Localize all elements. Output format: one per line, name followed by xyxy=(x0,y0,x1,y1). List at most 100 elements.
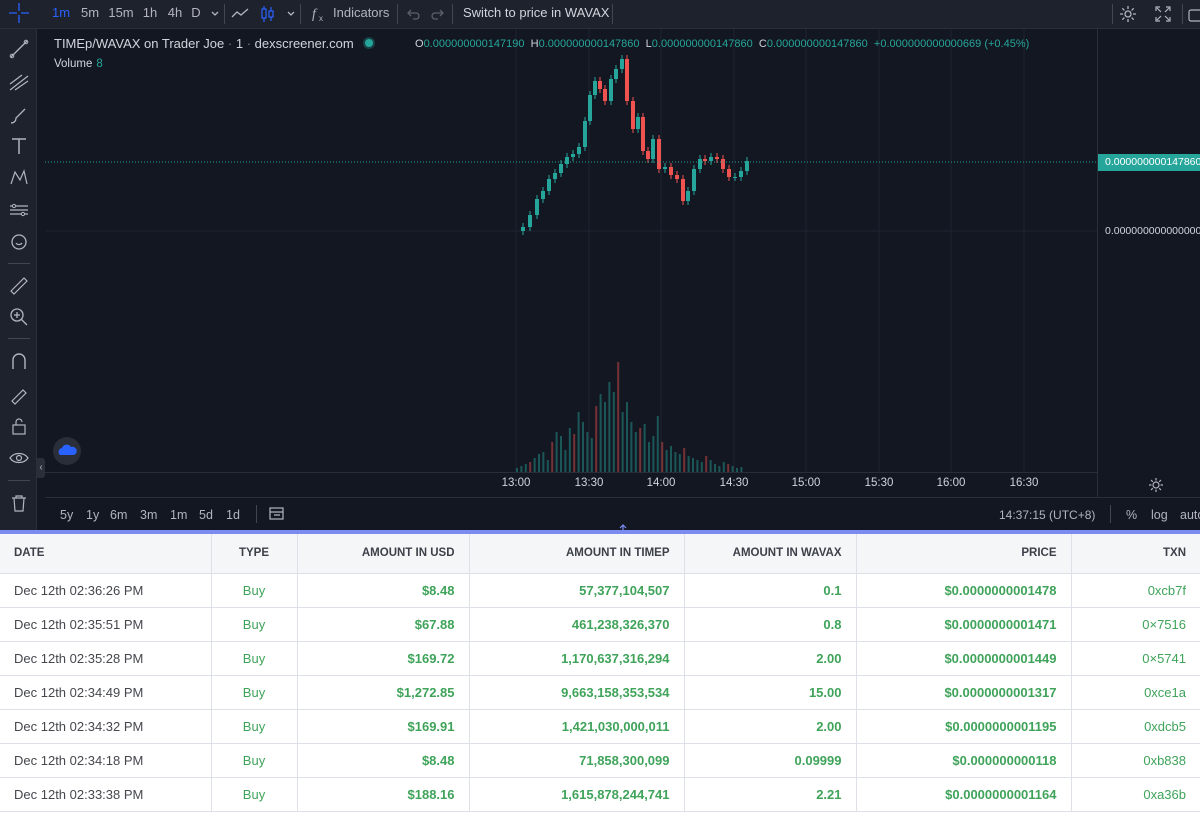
timeframe-4h[interactable]: 4h xyxy=(167,5,183,20)
volume-bar xyxy=(555,432,558,472)
timeframe-5m[interactable]: 5m xyxy=(80,5,100,20)
fib-tool-icon[interactable] xyxy=(7,70,31,94)
price-scale[interactable] xyxy=(1097,29,1200,497)
table-row[interactable]: Dec 12th 02:36:26 PM Buy $8.48 57,377,104,5… xyxy=(0,573,1200,608)
range-5d[interactable]: 5d xyxy=(199,508,213,522)
header-amount-usd[interactable]: AMOUNT IN USD xyxy=(297,534,470,574)
candle-body xyxy=(583,121,587,147)
candle-body xyxy=(593,81,597,95)
switch-price-button[interactable]: Switch to price in WAVAX xyxy=(463,5,610,20)
timeframe-15m[interactable]: 15m xyxy=(108,5,134,20)
timeframe-1m[interactable]: 1m xyxy=(51,5,71,20)
timezone-clock[interactable]: 14:37:15 (UTC+8) xyxy=(999,508,1096,522)
header-price[interactable]: PRICE xyxy=(856,534,1072,574)
collapse-toolbar-button[interactable]: ‹ xyxy=(37,458,45,478)
dexscreener-logo-icon[interactable] xyxy=(53,437,81,465)
table-row[interactable]: Dec 12th 02:33:38 PM Buy $188.16 1,615,878,… xyxy=(0,777,1200,812)
range-1m[interactable]: 1m xyxy=(170,508,188,522)
chart-type-dropdown-icon[interactable] xyxy=(280,3,302,25)
panel-resizer[interactable] xyxy=(0,530,1200,534)
text-tool-icon[interactable] xyxy=(7,134,31,158)
volume-bar xyxy=(670,446,672,472)
trend-line-icon[interactable] xyxy=(7,37,31,61)
cell-amount-wavax: 15.00 xyxy=(684,675,857,710)
candle-body xyxy=(721,159,725,169)
candles-chart-icon[interactable] xyxy=(256,3,278,25)
log-scale-toggle[interactable]: log xyxy=(1151,508,1168,522)
header-txn[interactable]: TXN xyxy=(1071,534,1200,574)
visibility-eye-icon[interactable] xyxy=(7,446,31,470)
range-5y[interactable]: 5y xyxy=(60,508,74,522)
time-axis[interactable] xyxy=(45,472,1097,497)
range-1d[interactable]: 1d xyxy=(226,508,240,522)
cell-txn-link[interactable]: 0xa36b xyxy=(1071,777,1200,812)
lock-drawings-pencil-icon[interactable] xyxy=(7,382,31,406)
fullscreen-icon[interactable] xyxy=(1152,3,1174,25)
timeframe-1h[interactable]: 1h xyxy=(142,5,158,20)
lock-icon[interactable] xyxy=(7,414,31,438)
range-1y[interactable]: 1y xyxy=(86,508,100,522)
line-chart-icon[interactable] xyxy=(229,3,251,25)
table-row[interactable]: Dec 12th 02:34:32 PM Buy $169.91 1,421,030,… xyxy=(0,709,1200,744)
crosshair-icon[interactable] xyxy=(7,1,31,25)
settings-gear-icon[interactable] xyxy=(1117,3,1139,25)
cell-txn-link[interactable]: 0xcb7f xyxy=(1071,573,1200,608)
cell-txn-link[interactable]: 0×5741 xyxy=(1071,641,1200,676)
time-axis-settings-icon[interactable] xyxy=(1147,476,1165,494)
range-6m[interactable]: 6m xyxy=(110,508,128,522)
volume-bar xyxy=(617,362,620,472)
table-row[interactable]: Dec 12th 02:35:51 PM Buy $67.88 461,238,326… xyxy=(0,607,1200,642)
header-amount-timep[interactable]: AMOUNT IN TIMEP xyxy=(469,534,685,574)
redo-icon[interactable] xyxy=(427,3,449,25)
snapshot-camera-icon[interactable] xyxy=(1186,3,1200,25)
timeframe-dropdown-icon[interactable] xyxy=(204,3,226,25)
candle-body xyxy=(547,179,551,191)
percent-scale-toggle[interactable]: % xyxy=(1126,508,1138,522)
cell-txn-link[interactable]: 0×7516 xyxy=(1071,607,1200,642)
cell-price: $0.0000000001195 xyxy=(856,709,1072,744)
magnet-icon[interactable] xyxy=(7,349,31,373)
toolbar-divider xyxy=(300,4,301,24)
table-row[interactable]: Dec 12th 02:34:49 PM Buy $1,272.85 9,663,15… xyxy=(0,675,1200,710)
header-type[interactable]: TYPE xyxy=(211,534,298,574)
undo-icon[interactable] xyxy=(402,3,424,25)
time-label: 16:30 xyxy=(1009,477,1039,489)
emoji-icon[interactable] xyxy=(7,230,31,254)
trash-icon[interactable] xyxy=(7,491,31,515)
candle-body xyxy=(703,159,707,161)
indicators-button[interactable]: Indicators xyxy=(333,5,390,20)
cell-amount-wavax: 2.00 xyxy=(684,641,857,676)
close-value: 0.000000000147860 xyxy=(766,38,868,50)
time-label: 13:30 xyxy=(574,477,604,489)
header-date[interactable]: DATE xyxy=(0,534,212,574)
zoom-in-icon[interactable] xyxy=(7,305,31,329)
table-row[interactable]: Dec 12th 02:35:28 PM Buy $169.72 1,170,637,… xyxy=(0,641,1200,676)
cell-date: Dec 12th 02:35:28 PM xyxy=(0,641,212,676)
range-3m[interactable]: 3m xyxy=(140,508,158,522)
date-range-icon[interactable] xyxy=(267,505,287,523)
pattern-tool-icon[interactable] xyxy=(7,166,31,190)
cell-amount-timep: 71,858,300,099 xyxy=(469,743,685,778)
low-value: 0.000000000147860 xyxy=(651,38,753,50)
volume-bar xyxy=(700,462,703,472)
table-row[interactable]: Dec 12th 02:34:18 PM Buy $8.48 71,858,300,0… xyxy=(0,743,1200,778)
prediction-tool-icon[interactable] xyxy=(7,198,31,222)
candle-body xyxy=(577,147,581,154)
volume-bar xyxy=(709,460,712,472)
ruler-icon[interactable] xyxy=(7,274,31,298)
timeframe-d[interactable]: D xyxy=(191,5,201,20)
cell-txn-link[interactable]: 0xce1a xyxy=(1071,675,1200,710)
brush-icon[interactable] xyxy=(7,103,31,127)
cell-amount-wavax: 0.09999 xyxy=(684,743,857,778)
price-chart[interactable] xyxy=(45,29,1097,472)
candle-body xyxy=(739,171,743,177)
cell-txn-link[interactable]: 0xdcb5 xyxy=(1071,709,1200,744)
cell-txn-link[interactable]: 0xb838 xyxy=(1071,743,1200,778)
cell-amount-timep: 1,421,030,000,011 xyxy=(469,709,685,744)
cell-amount-timep: 461,238,326,370 xyxy=(469,607,685,642)
header-amount-wavax[interactable]: AMOUNT IN WAVAX xyxy=(684,534,857,574)
toolbar-divider xyxy=(452,4,453,24)
auto-scale-toggle[interactable]: auto xyxy=(1180,508,1200,522)
